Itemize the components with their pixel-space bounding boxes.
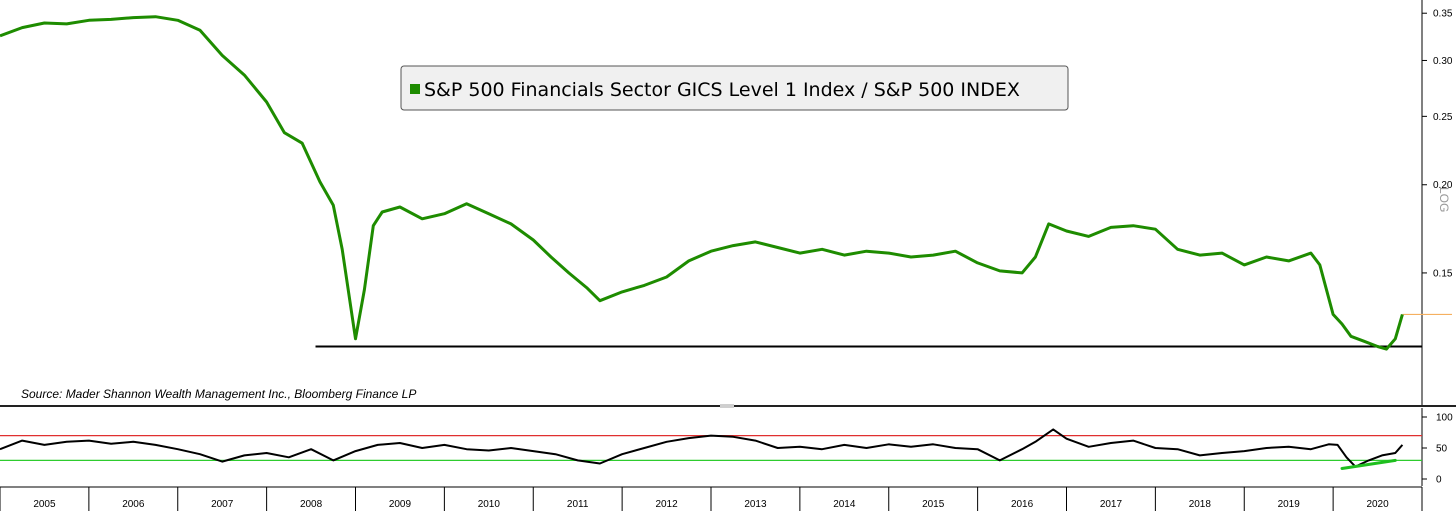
x-tick-label: 2018 (1189, 499, 1212, 510)
x-tick-label: 2006 (122, 499, 145, 510)
legend-swatch (410, 84, 420, 94)
x-tick-label: 2007 (211, 499, 234, 510)
x-tick-label: 2012 (655, 499, 678, 510)
main-y-tick-label: 0.20 (1433, 180, 1453, 191)
lower-y-tick-label: 50 (1436, 444, 1448, 455)
x-tick-label: 2009 (389, 499, 412, 510)
x-tick-label: 2015 (922, 499, 945, 510)
x-tick-label: 2014 (833, 499, 856, 510)
lower-panel: 100 50 0 (0, 408, 1453, 486)
divergence-line (1340, 458, 1397, 470)
x-ticks: 2005 2006 2007 2008 2009 2010 2011 2012 2013 2014… (0, 487, 1423, 511)
main-y-tick-label: 0.35 (1433, 9, 1453, 20)
lower-y-tick-label: 0 (1436, 475, 1442, 486)
main-y-ticks: 0.35 0.30 0.25 0.20 0.15 (1422, 9, 1453, 279)
main-y-tick-label: 0.25 (1433, 112, 1453, 123)
x-tick-label: 2005 (33, 499, 56, 510)
x-tick-label: 2017 (1100, 499, 1123, 510)
series-line-financials-ratio (0, 15, 1404, 351)
main-y-tick-label: 0.15 (1433, 268, 1453, 279)
legend-box (400, 65, 1069, 111)
x-axis: 2005 2006 2007 2008 2009 2010 2011 2012 2013 2014… (0, 486, 1423, 511)
legend-label: S&P 500 Financials Sector GICS Level 1 I… (424, 79, 1020, 101)
x-tick-label: 2011 (567, 499, 589, 510)
x-tick-label: 2008 (300, 499, 323, 510)
panel-resize-handle[interactable] (720, 404, 734, 408)
source-note: Source: Mader Shannon Wealth Management … (21, 387, 416, 401)
main-y-tick-label: 0.30 (1433, 56, 1453, 67)
x-tick-label: 2019 (1278, 499, 1301, 510)
x-tick-label: 2016 (1011, 499, 1034, 510)
scale-label: LOG (1437, 187, 1451, 212)
x-tick-label: 2013 (744, 499, 767, 510)
legend: S&P 500 Financials Sector GICS Level 1 I… (400, 65, 1069, 111)
lower-y-ticks: 100 50 0 (1422, 413, 1453, 486)
lower-y-tick-label: 100 (1436, 413, 1453, 424)
x-tick-label: 2020 (1366, 499, 1389, 510)
main-panel: 0.35 0.30 0.25 0.20 0.15 S&P 500 Financials … (0, 0, 1453, 405)
x-tick-label: 2010 (478, 499, 501, 510)
series-line-oscillator (0, 428, 1404, 468)
